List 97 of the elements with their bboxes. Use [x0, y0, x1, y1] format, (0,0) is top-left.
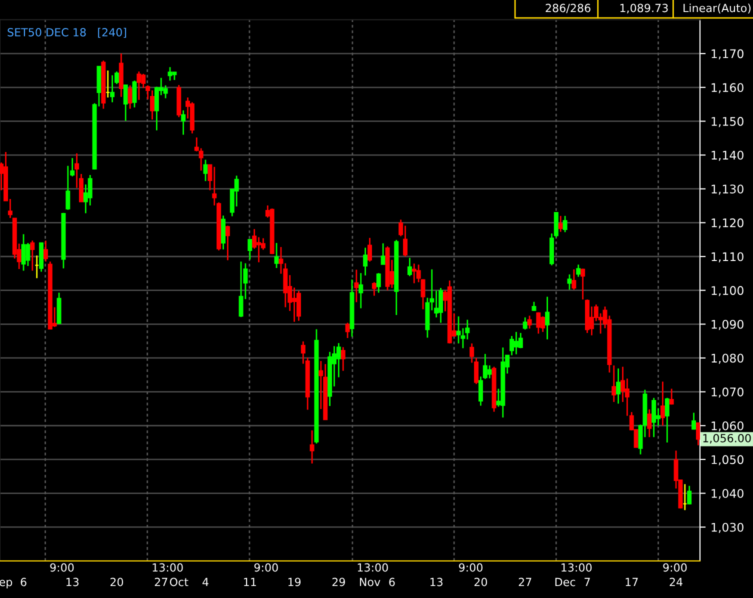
- candlestick: [669, 388, 674, 406]
- x-tick-label: 27: [154, 578, 168, 586]
- x-tick-label: Dec: [555, 578, 576, 586]
- candlestick: [203, 159, 208, 182]
- candlestick: [616, 368, 621, 404]
- candlestick: [576, 264, 581, 278]
- x-tick-label: 29: [332, 578, 345, 586]
- candlestick: [372, 282, 376, 296]
- candlestick: [558, 215, 563, 233]
- candlestick: [296, 290, 301, 322]
- x-tick-label: Oct: [170, 578, 188, 586]
- candlestick: [238, 260, 244, 318]
- candlestick: [527, 315, 532, 330]
- x-tick-label: 20: [110, 578, 124, 586]
- candlestick: [43, 240, 48, 262]
- text: SET50 DEC 18 [240]: [8, 28, 126, 38]
- candlestick: [368, 237, 372, 262]
- text: 1,089.73: [620, 4, 668, 14]
- candlestick: [30, 240, 35, 272]
- y-tick-label: 1,140: [712, 150, 744, 161]
- candlestick: [168, 66, 172, 82]
- candlestick: [572, 268, 576, 290]
- y-tick-label: 1,110: [712, 252, 744, 262]
- candlestick: [664, 397, 670, 444]
- y-tick-label: 1,170: [712, 49, 744, 60]
- candlestick: [21, 233, 26, 272]
- candlestick: [545, 296, 550, 340]
- text: 9:00: [663, 563, 687, 572]
- x-tick-label: 17: [626, 578, 638, 586]
- y-tick-label: 1,030: [712, 522, 744, 533]
- text: 1,056.00: [703, 434, 751, 444]
- text: 9:00: [50, 563, 74, 572]
- candlestick: [225, 225, 230, 261]
- y-tick-label: 1,070: [712, 388, 744, 398]
- candlestick: [248, 238, 252, 260]
- y-tick-label: 1,160: [712, 83, 744, 94]
- candlestick: [358, 272, 364, 309]
- x-tick-label: 13: [66, 578, 79, 586]
- y-tick-label: 1,060: [712, 421, 744, 432]
- y-tick-label: 1,150: [712, 116, 744, 128]
- text: Linear(Auto): [684, 4, 751, 14]
- candlestick: [380, 242, 386, 265]
- x-tick-label: 24: [670, 578, 682, 586]
- candlestick: [687, 485, 692, 506]
- candlestick: [532, 301, 536, 312]
- candlestick: [26, 242, 30, 267]
- y-tick-label: 1,080: [712, 354, 744, 364]
- candlestick: [345, 322, 350, 339]
- candlestick: [580, 268, 586, 300]
- candlestick: [487, 364, 492, 379]
- y-tick-label: 1,050: [712, 455, 744, 466]
- candlestick: [66, 165, 70, 211]
- candlestick: [123, 84, 128, 122]
- text: 9:00: [254, 563, 278, 572]
- candlestick: [567, 274, 572, 290]
- candlestick: [456, 316, 461, 344]
- x-tick-label: 7: [584, 578, 590, 586]
- candlestick: [181, 110, 186, 136]
- candlestick: [136, 70, 142, 101]
- candlestick: [128, 84, 132, 110]
- text: 13:00: [562, 563, 592, 572]
- x-tick-label: 11: [244, 578, 256, 586]
- x-tick-label: 6: [20, 578, 26, 586]
- x-tick-label: 13: [430, 578, 443, 586]
- text: 13:00: [358, 563, 388, 572]
- x-tick-label: 19: [288, 578, 301, 586]
- x-tick-label: 27: [518, 578, 532, 586]
- y-tick-label: 1,130: [712, 184, 744, 195]
- candlestick: [132, 80, 137, 108]
- candlestick: [647, 408, 652, 438]
- candlestick: [536, 312, 541, 334]
- candlestick: [110, 74, 115, 103]
- candlestick: [363, 247, 368, 276]
- candlestick: [354, 269, 359, 303]
- text: 13:00: [152, 563, 183, 572]
- y-tick-label: 1,120: [712, 218, 744, 229]
- y-tick-label: 1,100: [712, 286, 744, 296]
- candlestick: [522, 316, 528, 330]
- candlestick: [652, 397, 656, 438]
- candlestick: [340, 346, 346, 372]
- y-tick-label: 1,040: [712, 489, 744, 500]
- x-tick-label: 4: [202, 578, 208, 586]
- candlestick: [221, 214, 226, 250]
- candlestick: [660, 380, 665, 426]
- text: 286/286: [546, 4, 590, 14]
- candlestick: [310, 430, 314, 464]
- x-tick-label: 6: [389, 578, 395, 586]
- candlestick: [562, 215, 568, 233]
- x-tick-label: Nov: [360, 578, 380, 586]
- text: 9:00: [458, 563, 482, 572]
- x-tick-label: 20: [474, 578, 488, 586]
- candlestick: [274, 242, 279, 269]
- candlestick: [407, 257, 412, 277]
- candlestick: [612, 364, 616, 403]
- candlestick: [376, 272, 381, 294]
- candlestick: [692, 412, 696, 430]
- y-tick-label: 1,090: [712, 320, 744, 330]
